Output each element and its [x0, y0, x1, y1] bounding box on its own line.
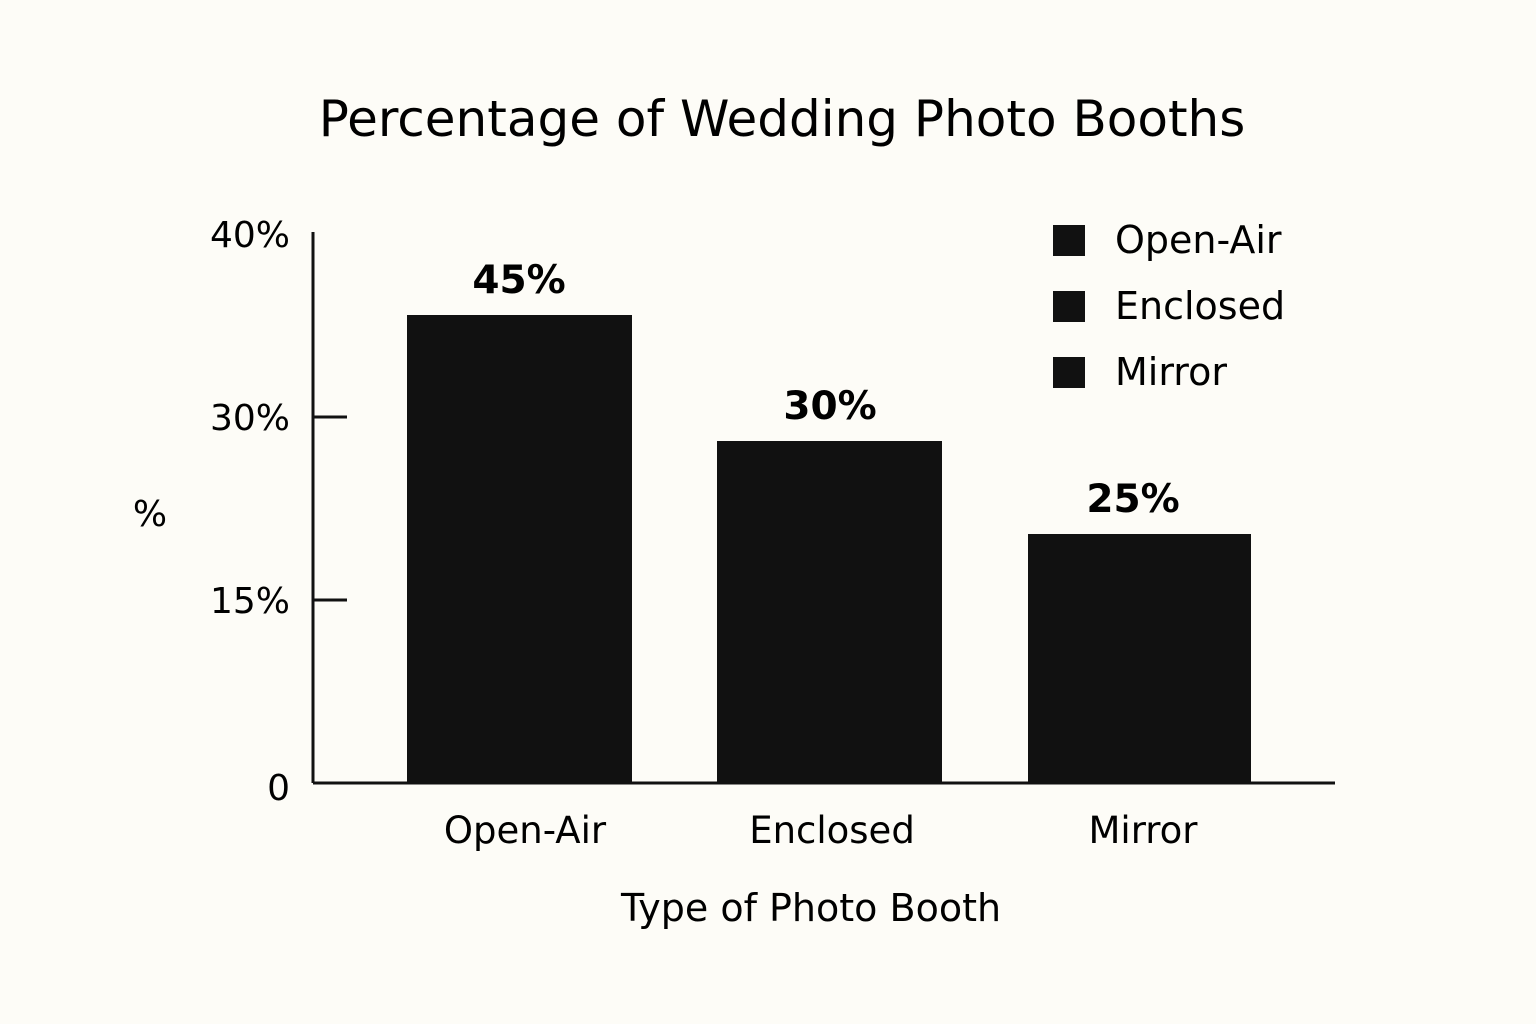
y-tick-label: 15%	[210, 581, 290, 622]
bar-mirror	[1028, 534, 1251, 783]
legend-swatch	[1053, 357, 1085, 388]
data-label-open-air: 45%	[472, 258, 565, 303]
bars	[407, 315, 1251, 783]
x-category-labels: Open-Air Enclosed Mirror	[444, 809, 1198, 852]
legend-swatch	[1053, 291, 1085, 322]
legend: Open-Air Enclosed Mirror	[1053, 218, 1285, 394]
data-label-enclosed: 30%	[783, 384, 876, 429]
bar-open-air	[407, 315, 632, 783]
legend-entry: Open-Air	[1115, 218, 1282, 262]
data-label-mirror: 25%	[1086, 477, 1179, 522]
y-ticks: 0 15% 30% 40%	[210, 215, 347, 809]
x-axis-label: Type of Photo Booth	[620, 886, 1001, 930]
x-category-mirror: Mirror	[1088, 809, 1198, 852]
y-tick-label: 40%	[210, 215, 290, 256]
legend-swatch	[1053, 225, 1085, 256]
chart-title: Percentage of Wedding Photo Booths	[319, 90, 1246, 148]
y-axis-label: %	[133, 494, 167, 535]
y-tick-label: 30%	[210, 398, 290, 439]
y-tick-label: 0	[267, 768, 290, 809]
data-labels: 45% 30% 25%	[472, 258, 1179, 522]
bar-enclosed	[717, 441, 942, 783]
y-axis: 0 15% 30% 40%	[210, 215, 347, 809]
x-category-enclosed: Enclosed	[749, 809, 915, 852]
legend-entry: Mirror	[1115, 350, 1227, 394]
legend-entry: Enclosed	[1115, 284, 1285, 328]
x-category-open-air: Open-Air	[444, 809, 607, 852]
